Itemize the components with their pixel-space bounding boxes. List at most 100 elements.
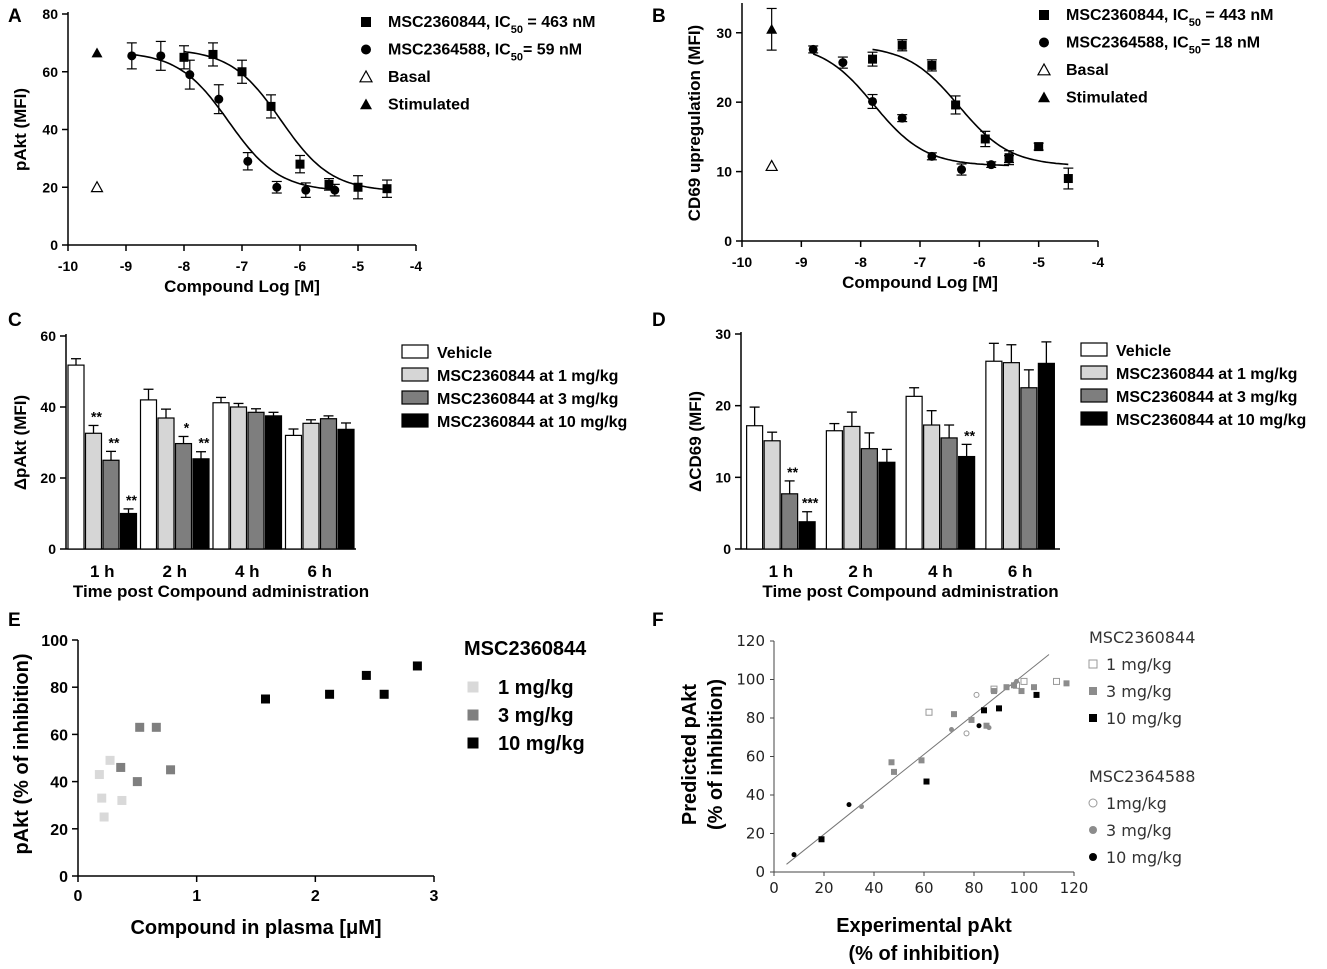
data-point-b xyxy=(957,165,967,175)
y-tick-label-f: 40 xyxy=(746,786,765,804)
bar-c xyxy=(157,417,175,550)
data-point-f xyxy=(1033,691,1040,698)
legend-label-d: MSC2360844 at 3 mg/kg xyxy=(1116,389,1297,406)
x-category-label-c: 6 h xyxy=(307,562,332,581)
data-point-e xyxy=(94,770,104,780)
x-axis-label-c: Time post Compound administration xyxy=(73,582,369,601)
x-tick-label-f: 100 xyxy=(1010,879,1039,897)
data-point-f xyxy=(1014,678,1019,684)
fit-curve-a xyxy=(183,50,388,191)
y-tick-label-b: 10 xyxy=(716,164,732,180)
y-tick-label-b: 20 xyxy=(716,94,732,110)
data-point-f xyxy=(996,705,1002,712)
legend-marker-b xyxy=(1039,37,1049,48)
data-point-f xyxy=(951,711,957,718)
x-tick-label-f: 0 xyxy=(769,879,779,897)
bar-d xyxy=(905,395,923,550)
data-point-a xyxy=(90,180,104,193)
significance-label-c: * xyxy=(184,419,190,435)
x-tick-label-a: -9 xyxy=(120,258,133,274)
data-point-f xyxy=(1018,688,1025,695)
x-axis-label-e: Compound in plasma [μM] xyxy=(130,917,381,939)
significance-label-c: ** xyxy=(199,435,210,451)
legend-swatch-c xyxy=(401,390,429,405)
data-point-e xyxy=(361,670,371,680)
data-point-e xyxy=(151,722,161,732)
legend-marker-a xyxy=(361,44,371,55)
data-point-a xyxy=(208,49,218,59)
y-tick-label-d: 30 xyxy=(715,326,731,342)
x-tick-label-f: 60 xyxy=(914,879,933,897)
legend-label-a: Stimulated xyxy=(388,97,470,114)
data-point-e xyxy=(132,777,142,787)
legend-label-b: Basal xyxy=(1066,62,1109,79)
y-tick-label-c: 20 xyxy=(40,470,56,486)
x-tick-label-f: 40 xyxy=(864,879,883,897)
legend-swatch-c xyxy=(401,367,429,382)
bar-c xyxy=(264,415,283,550)
y-tick-label-e: 60 xyxy=(50,727,68,744)
data-point-a xyxy=(237,67,247,77)
x-tick-label-e: 1 xyxy=(192,888,201,905)
data-point-f xyxy=(986,725,992,731)
data-point-b xyxy=(927,60,937,70)
legend-label-c: MSC2360844 at 1 mg/kg xyxy=(437,368,618,385)
data-point-a xyxy=(382,184,392,194)
y-tick-label-d: 20 xyxy=(715,398,731,414)
data-point-a xyxy=(266,101,276,111)
legend-group-title-f: MSC2360844 xyxy=(1089,628,1195,647)
x-tick-label-b: -6 xyxy=(973,254,986,270)
legend-label-d: MSC2360844 at 10 mg/kg xyxy=(1116,412,1306,429)
data-point-b xyxy=(838,58,848,68)
data-point-f xyxy=(981,707,987,714)
data-point-b xyxy=(1063,174,1073,184)
panel-label-c: C xyxy=(8,310,22,331)
legend-marker-b xyxy=(1036,62,1052,76)
data-point-a xyxy=(214,94,224,104)
data-point-f xyxy=(918,757,925,764)
x-tick-label-b: -8 xyxy=(854,254,867,270)
x-category-label-c: 1 h xyxy=(90,562,115,581)
legend-label-d: MSC2360844 at 1 mg/kg xyxy=(1116,366,1297,383)
y-tick-label-f: 120 xyxy=(736,632,765,650)
y-tick-label-f: 80 xyxy=(746,709,765,727)
panel-label-a: A xyxy=(8,6,22,27)
x-tick-label-a: -10 xyxy=(58,258,78,274)
legend-label-d: Vehicle xyxy=(1116,343,1171,360)
bar-d xyxy=(763,440,781,550)
legend-marker-f xyxy=(1089,714,1097,722)
x-category-label-d: 4 h xyxy=(928,562,953,581)
y-tick-label-c: 60 xyxy=(40,328,56,344)
legend-label-f: 3 mg/kg xyxy=(1106,821,1172,840)
data-point-e xyxy=(99,812,109,822)
legend-label-b: Stimulated xyxy=(1066,90,1148,107)
bar-d xyxy=(825,430,843,550)
legend-label-a: Basal xyxy=(388,69,431,86)
data-point-e xyxy=(116,762,126,772)
data-point-a xyxy=(301,185,311,195)
data-point-e xyxy=(412,661,422,671)
x-tick-label-b: -5 xyxy=(1032,254,1045,270)
data-point-f xyxy=(1011,682,1017,689)
bar-c xyxy=(67,364,85,550)
data-point-a xyxy=(179,52,189,62)
data-point-e xyxy=(117,795,127,805)
x-tick-label-e: 3 xyxy=(430,888,439,905)
data-point-a xyxy=(295,159,305,169)
x-tick-label-a: -6 xyxy=(294,258,307,274)
data-point-a xyxy=(324,179,334,189)
y-tick-label-a: 20 xyxy=(42,179,58,195)
bar-d xyxy=(781,493,799,550)
data-point-b xyxy=(868,96,878,106)
data-point-a xyxy=(185,70,195,80)
legend-label-f: 3 mg/kg xyxy=(1106,682,1172,701)
bar-c xyxy=(212,402,230,550)
data-point-b xyxy=(1004,154,1014,164)
data-point-f xyxy=(846,802,852,808)
regression-line-f xyxy=(786,654,1050,865)
bar-c xyxy=(229,406,248,550)
fit-curve-b xyxy=(812,53,1010,167)
legend-label-a: MSC2360844, IC50 = 463 nM xyxy=(388,14,595,36)
bar-d xyxy=(843,425,861,550)
y-tick-label-a: 0 xyxy=(50,237,58,253)
